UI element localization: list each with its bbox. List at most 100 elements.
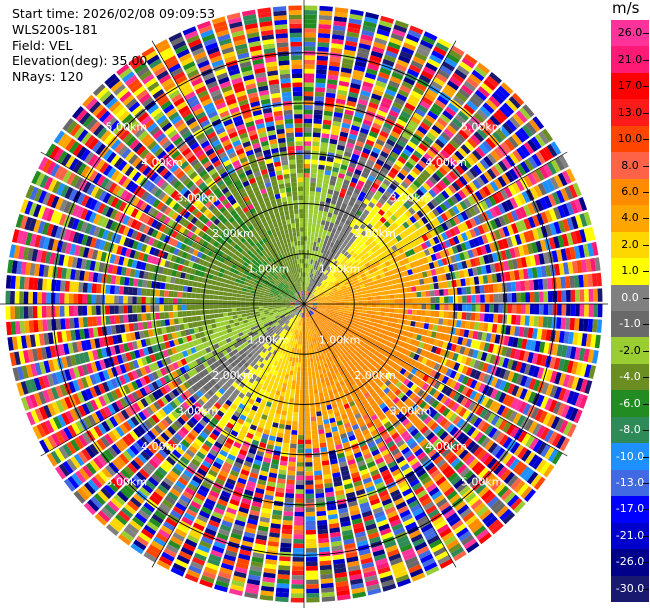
velocity-gate (510, 281, 517, 292)
velocity-gate (327, 226, 333, 232)
velocity-gate (305, 543, 317, 549)
velocity-gate (369, 285, 375, 290)
velocity-gate (396, 208, 405, 216)
velocity-gate (305, 263, 308, 268)
velocity-gate (376, 300, 381, 304)
velocity-gate (304, 236, 307, 241)
velocity-gate (315, 87, 325, 93)
velocity-gate (497, 85, 511, 98)
velocity-gate (423, 92, 436, 102)
velocity-gate (433, 46, 447, 57)
velocity-gate (358, 246, 365, 253)
velocity-gate (310, 173, 317, 178)
velocity-gate (318, 433, 326, 439)
velocity-gate (306, 286, 308, 291)
velocity-gate (346, 253, 352, 259)
velocity-gate (314, 479, 323, 485)
velocity-gate (313, 456, 321, 462)
velocity-gate (411, 286, 417, 292)
velocity-gate (369, 55, 382, 63)
velocity-gate (321, 215, 327, 221)
velocity-gate (340, 187, 347, 194)
velocity-gate (412, 166, 421, 176)
velocity-gate (296, 480, 304, 485)
velocity-gate (309, 195, 315, 201)
velocity-gate (376, 296, 381, 300)
velocity-gate (351, 177, 359, 184)
velocity-gate (579, 304, 585, 317)
velocity-gate (311, 348, 315, 354)
velocity-gate (546, 278, 553, 290)
velocity-gate (297, 367, 301, 372)
velocity-gate (337, 241, 343, 247)
velocity-gate (446, 53, 460, 64)
velocity-gate (374, 37, 388, 46)
velocity-gate (312, 447, 320, 453)
velocity-gate (298, 426, 304, 431)
velocity-gate (376, 304, 381, 308)
velocity-gate (317, 42, 330, 48)
velocity-gate (352, 74, 364, 81)
velocity-gate (344, 308, 349, 311)
velocity-gate (287, 365, 291, 371)
velocity-gate (382, 213, 390, 221)
velocity-gate (463, 103, 475, 115)
velocity-gate (329, 56, 341, 63)
velocity-gate (305, 538, 317, 544)
velocity-gate (353, 203, 360, 210)
velocity-gate (299, 394, 304, 399)
velocity-gate (371, 300, 377, 304)
velocity-gate (377, 241, 384, 248)
velocity-gate (468, 152, 479, 164)
velocity-gate (309, 204, 314, 210)
velocity-gate (408, 207, 416, 215)
velocity-gate (404, 210, 413, 218)
velocity-gate (371, 296, 377, 300)
velocity-gate (304, 91, 314, 97)
velocity-gate (315, 187, 322, 193)
velocity-gate (299, 344, 302, 350)
velocity-gate (305, 286, 307, 291)
velocity-gate (429, 106, 441, 117)
velocity-gate (493, 304, 499, 313)
velocity-gate (290, 434, 298, 440)
velocity-gate (293, 534, 304, 540)
velocity-gate (315, 255, 319, 261)
velocity-gate (364, 143, 373, 151)
velocity-gate (332, 29, 345, 36)
velocity-gate (305, 511, 316, 517)
velocity-gate (407, 157, 417, 167)
velocity-gate (311, 159, 318, 165)
velocity-gate (338, 85, 349, 92)
velocity-gate (383, 190, 392, 198)
velocity-gate (335, 229, 341, 236)
velocity-gate (282, 368, 287, 374)
velocity-gate (391, 179, 400, 188)
velocity-gate (515, 281, 521, 292)
velocity-gate (316, 223, 321, 229)
velocity-gate (338, 258, 343, 264)
velocity-gate (293, 538, 304, 544)
velocity-gate (516, 292, 522, 303)
velocity-gate (307, 236, 311, 241)
velocity-gate (318, 160, 326, 166)
velocity-gate (306, 249, 310, 255)
velocity-gate (441, 87, 454, 98)
velocity-gate (420, 316, 426, 323)
velocity-gate (333, 111, 343, 118)
velocity-gate (378, 105, 389, 114)
velocity-gate (569, 318, 575, 331)
velocity-gate (292, 416, 299, 422)
velocity-gate (357, 294, 363, 298)
velocity-gate (306, 245, 310, 250)
velocity-gate (305, 295, 308, 300)
velocity-gate (330, 276, 336, 281)
velocity-gate (463, 80, 476, 92)
velocity-gate (380, 101, 391, 110)
velocity-gate (461, 125, 473, 137)
velocity-gate (560, 317, 566, 330)
velocity-gate (319, 396, 325, 403)
velocity-gate (299, 412, 304, 418)
velocity-gate (382, 58, 395, 67)
velocity-gate (320, 257, 324, 263)
